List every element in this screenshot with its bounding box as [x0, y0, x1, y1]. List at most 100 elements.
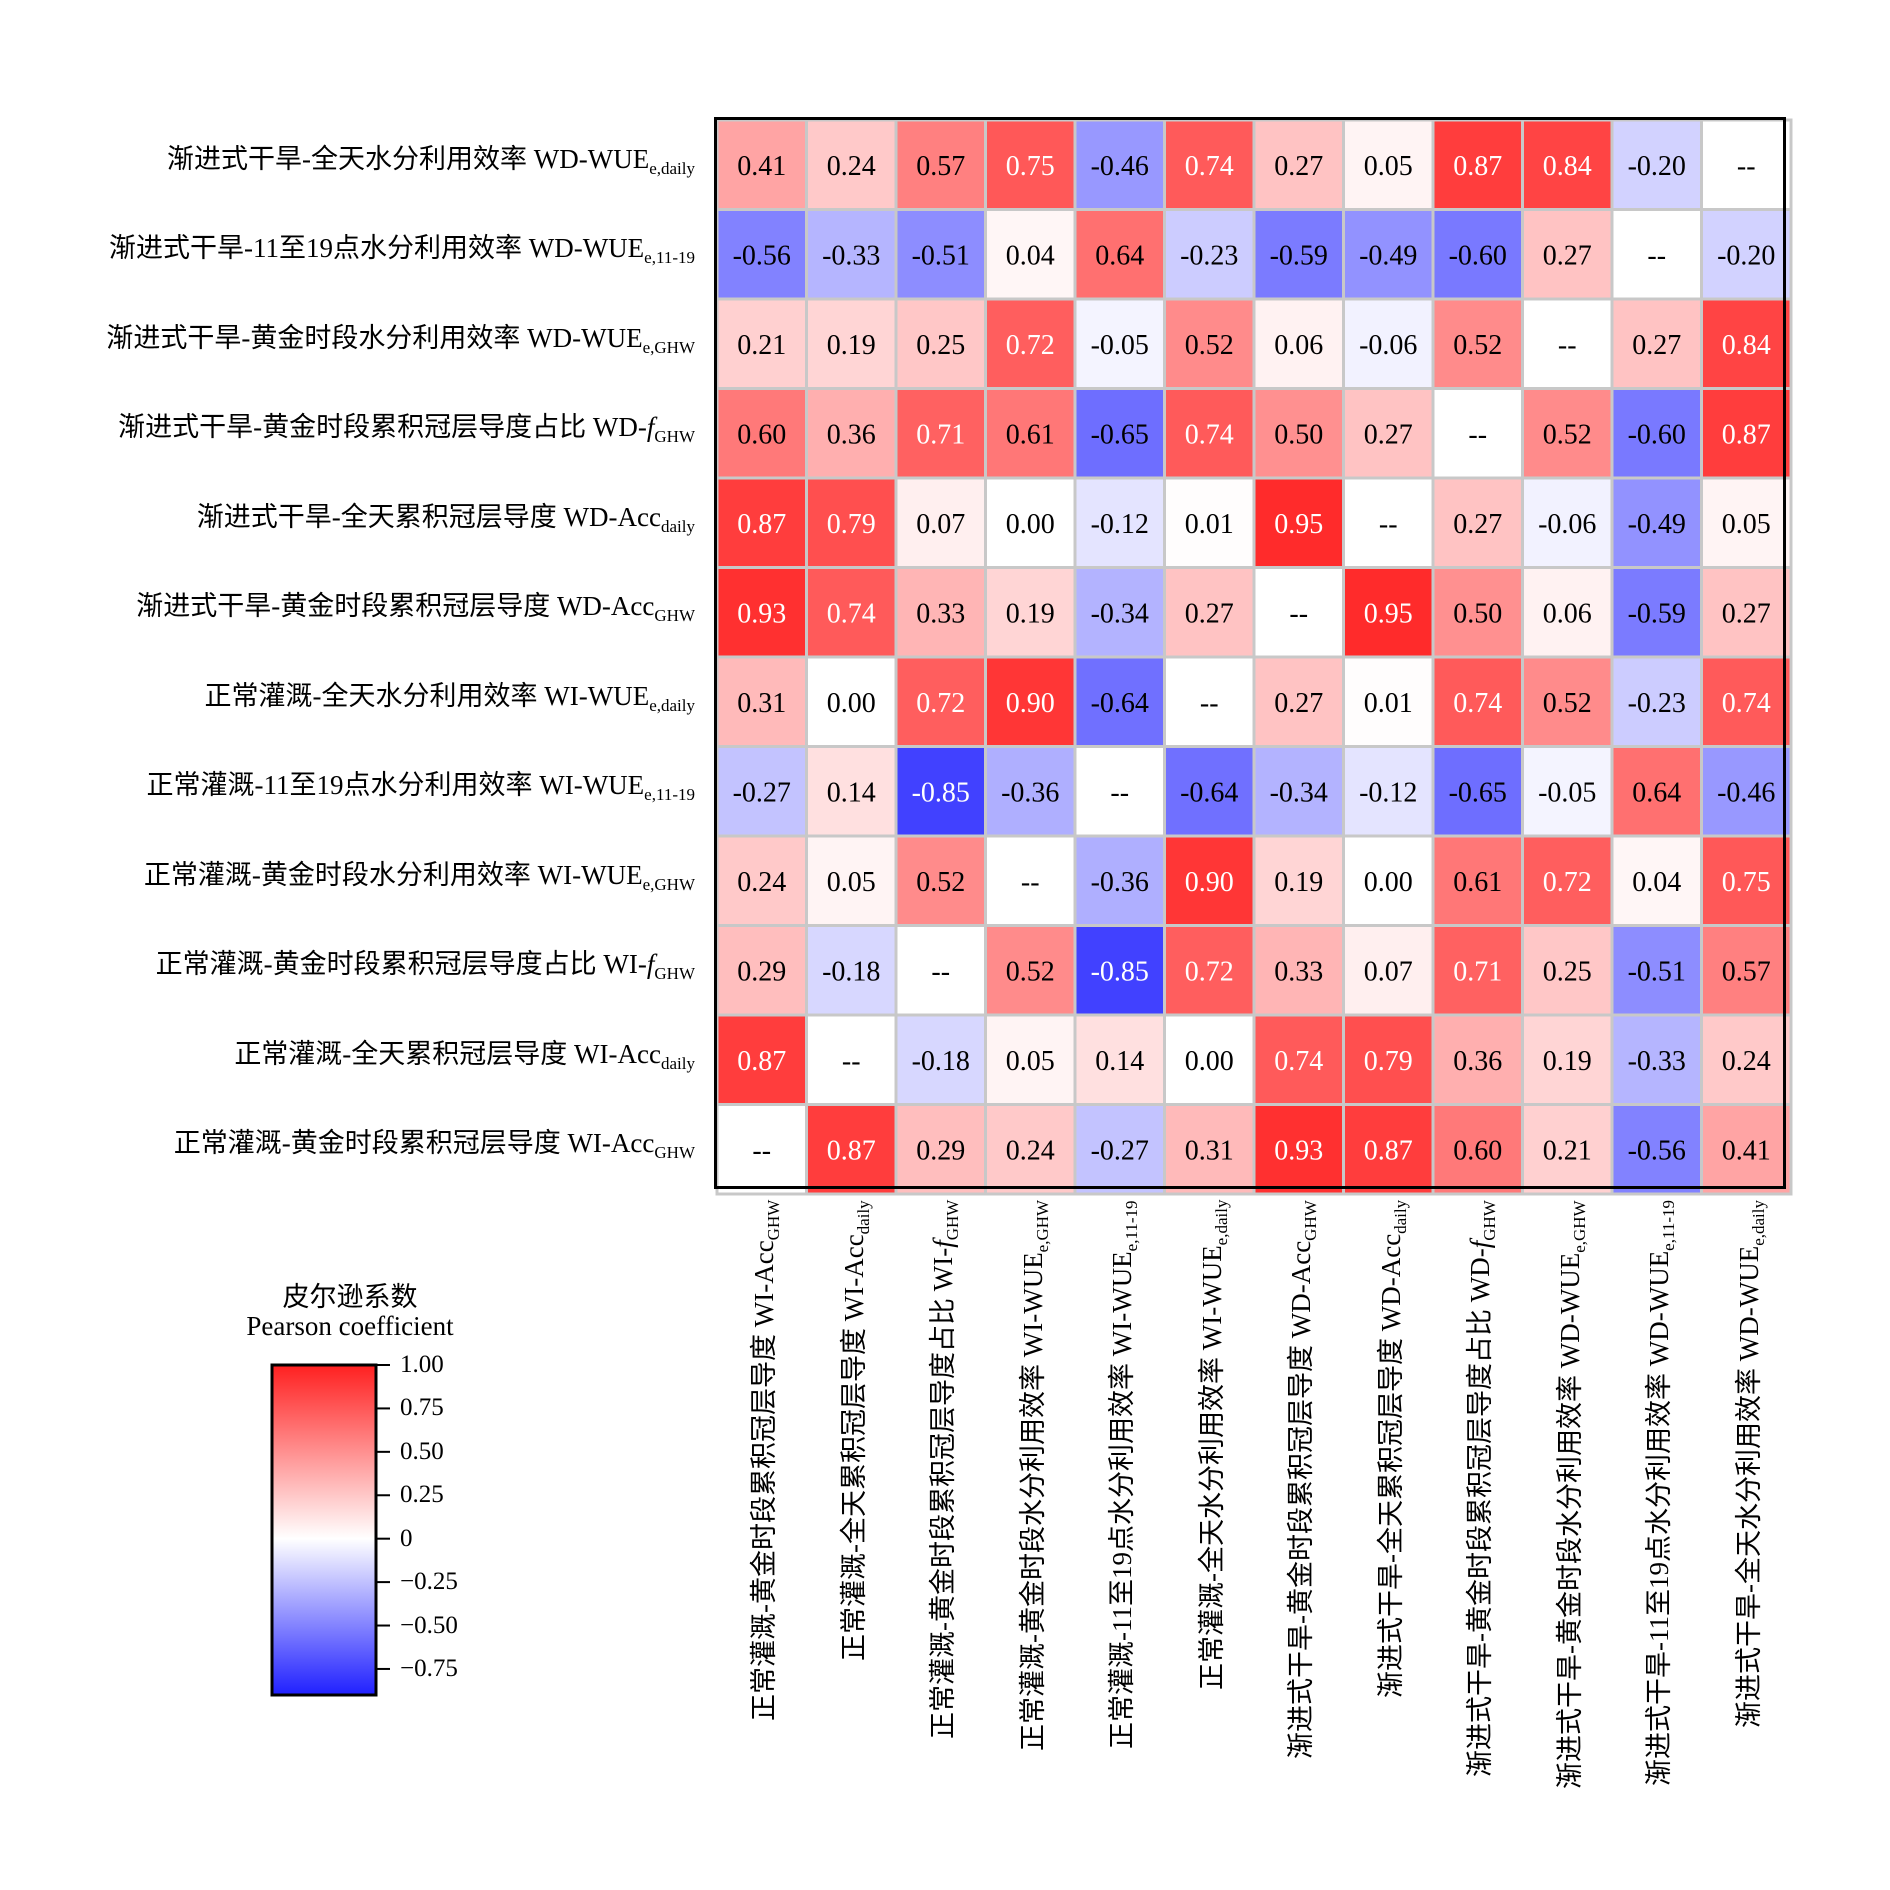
heatmap-cell [1610, 655, 1703, 748]
heatmap-cell [1431, 118, 1524, 211]
heatmap-cell [1163, 924, 1256, 1017]
cell-value-label: 0.14 [1095, 1046, 1144, 1077]
cell-value-label: 0.95 [1364, 598, 1413, 629]
cell-value-label: -0.49 [1359, 240, 1417, 271]
heatmap-cell [1521, 387, 1614, 480]
cell-value-label: 0.87 [1364, 1135, 1413, 1166]
heatmap-cell [984, 387, 1077, 480]
cell-value-label: 0.33 [1274, 956, 1323, 987]
heatmap-cell [894, 655, 987, 748]
heatmap-cell [1431, 1013, 1524, 1106]
cell-value-label: -0.51 [912, 240, 970, 271]
cell-value-label: -0.05 [1091, 330, 1149, 361]
row-label: 正常灌溉-黄金时段累积冠层导度 WI-AccGHW [173, 1128, 695, 1163]
heatmap-cell [1073, 655, 1166, 748]
cell-value-label: 0.52 [1453, 330, 1502, 361]
cell-value-label: 0.07 [1364, 956, 1413, 987]
cell-value-label: -0.27 [733, 777, 791, 808]
heatmap-cell [1163, 1013, 1256, 1106]
heatmap-cell [1610, 1013, 1703, 1106]
cell-value-label: 0.21 [1543, 1135, 1592, 1166]
cell-value-label: 0.14 [827, 777, 876, 808]
cell-value-label: 0.24 [737, 867, 786, 898]
row-label: 渐进式干旱-全天累积冠层导度 WD-Accdaily [196, 501, 695, 536]
cell-value-label: 0.79 [1364, 1046, 1413, 1077]
cell-value-label: 0.61 [1006, 419, 1055, 450]
heatmap-cell [715, 834, 808, 927]
heatmap-cell [1431, 655, 1524, 748]
cell-value-label: 0.93 [1274, 1135, 1323, 1166]
cell-value-label: -0.06 [1359, 330, 1417, 361]
heatmap-cell [1700, 834, 1793, 927]
colorbar-tick-label: 1.00 [400, 1351, 444, 1378]
cell-value-label: -0.65 [1449, 777, 1507, 808]
cell-value-label: 0.31 [1185, 1135, 1234, 1166]
cell-value-label: -0.60 [1628, 419, 1686, 450]
cell-value-label: -0.56 [733, 240, 791, 271]
cell-value-label: 0.84 [1722, 330, 1771, 361]
cell-value-label: 0.74 [1185, 151, 1234, 182]
cell-value-label: 0.27 [1722, 598, 1771, 629]
heatmap-cell [1700, 387, 1793, 480]
heatmap-cell [984, 566, 1077, 659]
cell-value-label: 0.04 [1632, 867, 1681, 898]
heatmap-cells: 0.41 0.24 0.57 0.75 -0.46 0.74 0.27 0.05 0.87 0.8… [715, 118, 1793, 1196]
cell-value-label: 0.74 [827, 598, 876, 629]
cell-value-label: 0.27 [1543, 240, 1592, 271]
cell-value-label: 0.00 [1364, 867, 1413, 898]
cell-value-label: 0.84 [1543, 151, 1592, 182]
colorbar-title-en: Pearson coefficient [246, 1311, 454, 1341]
heatmap-cell [1073, 924, 1166, 1017]
cell-value-label: -- [1468, 419, 1487, 450]
cell-value-label: 0.27 [1185, 598, 1234, 629]
heatmap-cell [1431, 745, 1524, 838]
cell-value-label: -0.36 [1001, 777, 1059, 808]
cell-value-label: 0.00 [1006, 509, 1055, 540]
heatmap-cell [984, 1013, 1077, 1106]
cell-value-label: 0.00 [827, 688, 876, 719]
cell-value-label: 0.61 [1453, 867, 1502, 898]
heatmap-cell [1431, 1103, 1524, 1196]
heatmap-cell [1521, 655, 1614, 748]
colorbar [270, 1363, 378, 1697]
row-label: 渐进式干旱-黄金时段累积冠层导度占比 WD-fGHW [118, 412, 695, 447]
heatmap-cell [1521, 566, 1614, 659]
cell-value-label: 0.50 [1453, 598, 1502, 629]
heatmap-cell [1610, 476, 1703, 569]
cell-value-label: 0.93 [737, 598, 786, 629]
heatmap-cell [805, 387, 898, 480]
column-label: 渐进式干旱-全天水分利用效率 WD-WUEe,daily [1733, 1200, 1768, 1728]
cell-value-label: 0.50 [1274, 419, 1323, 450]
row-label: 渐进式干旱-黄金时段水分利用效率 WD-WUEe,GHW [106, 322, 695, 357]
cell-value-label: 0.87 [1722, 419, 1771, 450]
cell-value-label: 0.52 [916, 867, 965, 898]
cell-value-label: 0.01 [1364, 688, 1413, 719]
heatmap-cell [1521, 476, 1614, 569]
heatmap-cell [1342, 655, 1435, 748]
cell-value-label: 0.27 [1453, 509, 1502, 540]
cell-value-label: -0.65 [1091, 419, 1149, 450]
cell-value-label: 0.27 [1364, 419, 1413, 450]
cell-value-label: -- [1379, 509, 1398, 540]
cell-value-label: 0.72 [1006, 330, 1055, 361]
cell-value-label: 0.19 [827, 330, 876, 361]
column-label: 渐进式干旱-黄金时段水分利用效率 WD-WUEe,GHW [1554, 1200, 1589, 1789]
cell-value-label: -- [842, 1046, 861, 1077]
cell-value-label: 0.33 [916, 598, 965, 629]
cell-value-label: 0.21 [737, 330, 786, 361]
heatmap-cell [984, 1103, 1077, 1196]
heatmap-cell [1163, 1103, 1256, 1196]
cell-value-label: -0.12 [1091, 509, 1149, 540]
colorbar-tick-label: 0 [400, 1524, 413, 1552]
cell-value-label: 0.06 [1543, 598, 1592, 629]
cell-value-label: -0.46 [1091, 151, 1149, 182]
cell-value-label: 0.90 [1185, 867, 1234, 898]
heatmap-cell [984, 476, 1077, 569]
heatmap-cell [1700, 745, 1793, 838]
heatmap-cell [1163, 655, 1256, 748]
heatmap-cell [1073, 566, 1166, 659]
cell-value-label: 0.79 [827, 509, 876, 540]
cell-value-label: 0.36 [1453, 1046, 1502, 1077]
cell-value-label: -- [1558, 330, 1577, 361]
colorbar-tick-label: −0.50 [400, 1611, 458, 1639]
